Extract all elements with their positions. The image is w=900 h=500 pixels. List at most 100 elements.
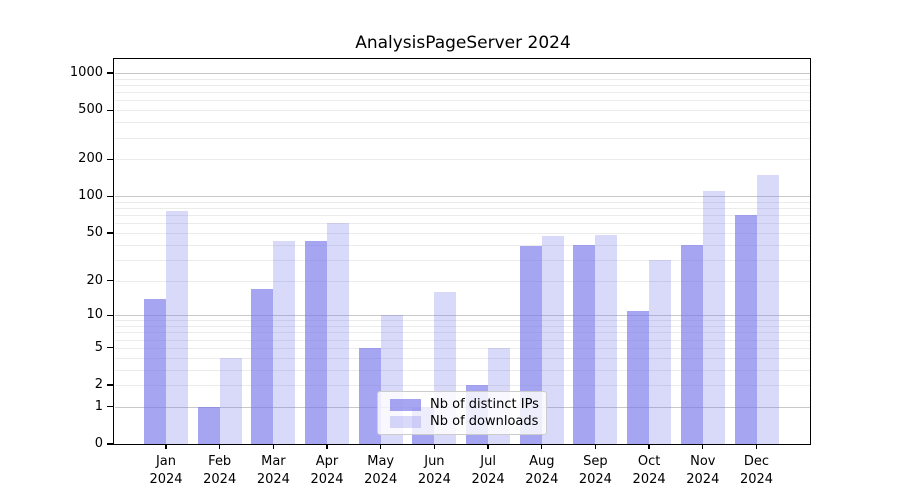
x-label-nov: Nov 2024 (671, 453, 735, 488)
x-tick-jul (487, 444, 489, 449)
bar-distinct-ips-dec (734, 215, 757, 444)
x-tick-mar (272, 444, 275, 449)
x-label-may: May 2024 (349, 453, 413, 488)
x-label-month-may: May (367, 454, 395, 469)
minor-gridline-50 (115, 232, 811, 234)
x-tick-apr (326, 444, 328, 449)
x-label-mar: Mar 2024 (241, 453, 305, 488)
minor-gridline-8 (115, 326, 811, 327)
y-tick-5 (107, 347, 114, 349)
y-tick-20 (107, 279, 114, 282)
minor-gridline-2 (115, 385, 811, 386)
bar-downloads-nov (702, 191, 725, 444)
x-label-year-jan: 2024 (149, 471, 183, 487)
x-label-month-dec: Dec (743, 454, 770, 469)
x-label-dec: Dec 2024 (725, 453, 789, 488)
x-label-month-sep: Sep (583, 454, 608, 469)
legend: Nb of distinct IPs Nb of downloads (377, 391, 547, 435)
y-tick-1 (107, 406, 114, 408)
minor-gridline-3 (115, 369, 811, 371)
major-gridline-10 (115, 315, 811, 317)
legend-label-distinct-ips: Nb of distinct IPs (430, 397, 539, 412)
minor-gridline-500 (115, 110, 811, 112)
y-tick-0 (107, 443, 114, 445)
minor-gridline-300 (115, 137, 811, 139)
x-label-jan: Jan 2024 (134, 453, 198, 488)
x-label-month-aug: Aug (529, 454, 555, 469)
x-tick-dec (755, 444, 758, 449)
minor-gridline-40 (115, 244, 811, 246)
minor-gridline-700 (115, 92, 811, 94)
bar-distinct-ips-apr (305, 240, 327, 444)
y-tick-500 (107, 109, 114, 111)
y-tick-label-1: 1 (94, 398, 103, 414)
x-label-month-mar: Mar (261, 454, 286, 469)
x-label-year-may: 2024 (364, 471, 398, 487)
x-label-year-dec: 2024 (739, 471, 774, 487)
x-label-month-jun: Jun (424, 454, 445, 469)
bar-downloads-aug (541, 236, 564, 444)
x-label-year-apr: 2024 (310, 471, 344, 487)
bar-distinct-ips-oct (627, 310, 650, 444)
minor-gridline-6 (115, 339, 811, 341)
y-tick-10 (107, 314, 114, 316)
bar-downloads-oct (649, 259, 672, 444)
x-tick-may (380, 444, 382, 449)
x-label-month-jul: Jul (480, 454, 496, 469)
x-label-month-apr: Apr (315, 454, 339, 469)
minor-gridline-400 (115, 122, 811, 124)
minor-gridline-900 (115, 78, 811, 80)
bar-downloads-mar (273, 240, 296, 444)
x-tick-jun (433, 444, 436, 449)
x-label-month-oct: Oct (637, 454, 661, 469)
minor-gridline-70 (115, 215, 811, 217)
major-gridline-1000 (115, 73, 811, 74)
x-label-aug: Aug 2024 (510, 453, 574, 488)
minor-gridline-20 (115, 280, 811, 282)
chart-title: AnalysisPageServer 2024 (355, 33, 571, 53)
x-label-month-nov: Nov (690, 454, 716, 469)
minor-gridline-7 (115, 332, 811, 334)
x-label-year-aug: 2024 (525, 471, 559, 487)
y-tick-50 (107, 232, 114, 234)
minor-gridline-80 (115, 208, 811, 209)
y-tick-label-100: 100 (78, 188, 103, 204)
x-label-oct: Oct 2024 (617, 453, 681, 488)
bar-distinct-ips-mar (251, 288, 274, 444)
y-tick-2 (107, 384, 114, 386)
x-label-apr: Apr 2024 (295, 453, 359, 488)
bar-downloads-sep (595, 235, 618, 444)
bar-distinct-ips-feb (197, 406, 220, 444)
y-tick-label-20: 20 (86, 272, 103, 288)
minor-gridline-90 (115, 201, 811, 203)
minor-gridline-30 (115, 259, 811, 261)
bar-downloads-dec (756, 174, 779, 444)
minor-gridline-200 (115, 159, 811, 161)
x-label-jun: Jun 2024 (402, 453, 466, 488)
minor-gridline-600 (115, 100, 811, 102)
x-tick-nov (702, 444, 704, 449)
x-tick-feb (219, 444, 221, 449)
x-label-sep: Sep 2024 (563, 453, 627, 488)
minor-gridline-4 (115, 357, 811, 359)
y-tick-label-1000: 1000 (69, 65, 103, 80)
x-label-year-feb: 2024 (203, 471, 237, 487)
legend-swatch-downloads (390, 415, 421, 428)
minor-gridline-5 (115, 347, 811, 349)
y-tick-label-2: 2 (94, 377, 103, 392)
legend-entry-distinct-ips: Nb of distinct IPs (390, 397, 539, 412)
y-tick-100 (107, 195, 114, 197)
x-tick-sep (594, 444, 597, 449)
bar-downloads-jan (166, 211, 188, 444)
bar-downloads-apr (327, 223, 349, 444)
minor-gridline-9 (115, 320, 811, 322)
legend-entry-downloads: Nb of downloads (390, 414, 538, 429)
major-gridline-100 (115, 196, 811, 198)
bar-downloads-feb (219, 357, 242, 444)
bar-distinct-ips-may (358, 347, 381, 444)
x-label-month-jan: Jan (155, 454, 177, 469)
x-label-year-jun: 2024 (417, 471, 451, 487)
x-label-year-mar: 2024 (256, 471, 290, 487)
x-tick-jan (165, 444, 167, 449)
